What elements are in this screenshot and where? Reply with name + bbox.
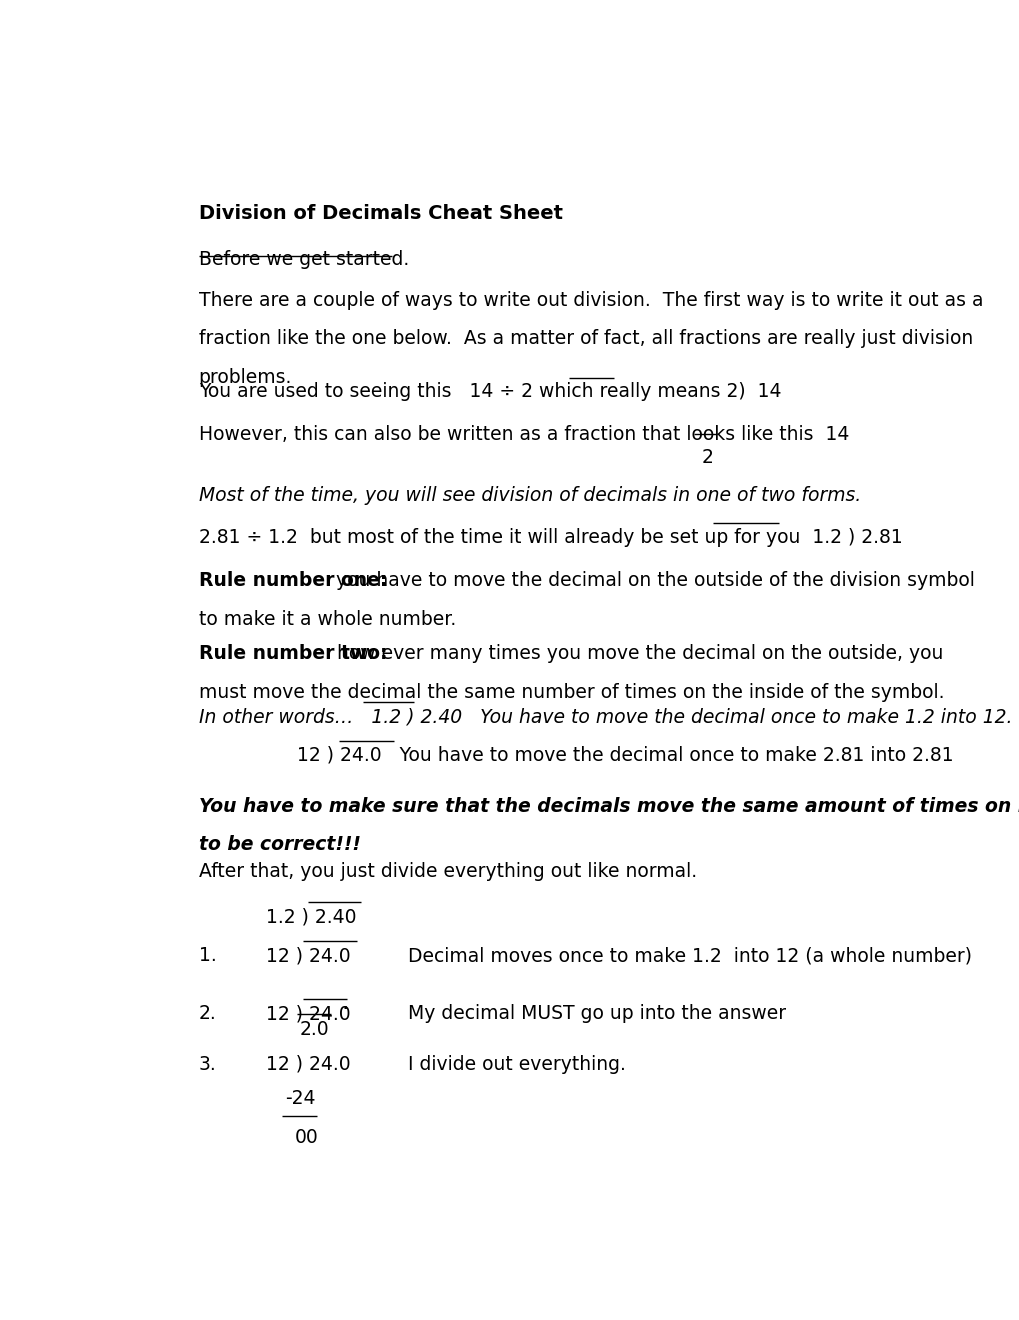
Text: 2.: 2. [199, 1005, 216, 1023]
Text: 2.81 ÷ 1.2  but most of the time it will already be set up for you  1.2 ) 2.81: 2.81 ÷ 1.2 but most of the time it will … [199, 528, 902, 548]
Text: 12 ) 24.0: 12 ) 24.0 [266, 1005, 351, 1023]
Text: Rule number two:: Rule number two: [199, 644, 387, 663]
Text: to make it a whole number.: to make it a whole number. [199, 610, 455, 628]
Text: to be correct!!!: to be correct!!! [199, 836, 360, 854]
Text: fraction like the one below.  As a matter of fact, all fractions are really just: fraction like the one below. As a matter… [199, 329, 972, 348]
Text: 3.: 3. [199, 1055, 216, 1074]
Text: Most of the time, you will see division of decimals in one of two forms.: Most of the time, you will see division … [199, 486, 860, 504]
Text: you have to move the decimal on the outside of the division symbol: you have to move the decimal on the outs… [323, 572, 973, 590]
Text: 12 ) 24.0   You have to move the decimal once to make 2.81 into 2.81: 12 ) 24.0 You have to move the decimal o… [298, 746, 953, 764]
Text: After that, you just divide everything out like normal.: After that, you just divide everything o… [199, 862, 696, 880]
Text: In other words…   1.2 ) 2.40   You have to move the decimal once to make 1.2 int: In other words… 1.2 ) 2.40 You have to m… [199, 708, 1011, 726]
Text: 1.2 ) 2.40: 1.2 ) 2.40 [266, 907, 356, 927]
Text: 1.: 1. [199, 946, 216, 965]
Text: .: . [341, 991, 348, 1014]
Text: My decimal MUST go up into the answer: My decimal MUST go up into the answer [408, 1005, 786, 1023]
Text: You have to make sure that the decimals move the same amount of times on both si: You have to make sure that the decimals … [199, 797, 1019, 816]
Text: There are a couple of ways to write out division.  The first way is to write it : There are a couple of ways to write out … [199, 290, 982, 309]
Text: problems.: problems. [199, 368, 291, 387]
Text: 12 ) 24.0: 12 ) 24.0 [266, 1055, 351, 1074]
Text: how ever many times you move the decimal on the outside, you: how ever many times you move the decimal… [325, 644, 943, 663]
Text: Rule number one:: Rule number one: [199, 572, 386, 590]
Text: Division of Decimals Cheat Sheet: Division of Decimals Cheat Sheet [199, 205, 562, 223]
Text: I divide out everything.: I divide out everything. [408, 1055, 626, 1074]
Text: Decimal moves once to make 1.2  into 12 (a whole number): Decimal moves once to make 1.2 into 12 (… [408, 946, 971, 965]
Text: 12 ) 24.0: 12 ) 24.0 [266, 946, 351, 965]
Text: 00: 00 [294, 1129, 318, 1147]
Text: You are used to seeing this   14 ÷ 2 which really means 2)  14: You are used to seeing this 14 ÷ 2 which… [199, 381, 781, 401]
Text: Before we get started.: Before we get started. [199, 249, 409, 269]
Text: 2.0: 2.0 [300, 1020, 329, 1039]
Text: However, this can also be written as a fraction that looks like this  14: However, this can also be written as a f… [199, 425, 848, 444]
Text: 2: 2 [701, 447, 712, 467]
Text: -24: -24 [285, 1089, 316, 1109]
Text: must move the decimal the same number of times on the inside of the symbol.: must move the decimal the same number of… [199, 682, 944, 702]
